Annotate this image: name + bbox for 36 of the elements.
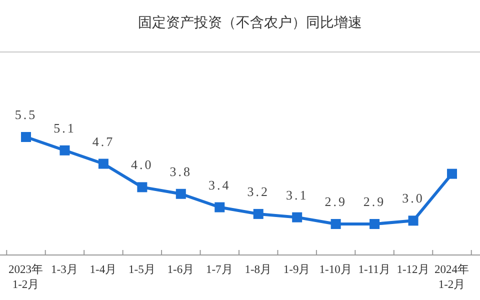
- data-label: 2.9: [324, 194, 347, 209]
- data-label: 3.4: [208, 177, 231, 192]
- point: [408, 216, 418, 226]
- data-label: 3.1: [286, 187, 308, 202]
- data-label: 2.9: [363, 194, 386, 209]
- data-label: 5.1: [54, 120, 76, 136]
- data-label: 4.0: [131, 157, 154, 172]
- point: [176, 188, 186, 199]
- x-tick-label: 1-6月: [167, 263, 195, 276]
- x-tick-label: 1-11月: [358, 263, 391, 276]
- x-tick-label: 1-12月: [396, 263, 430, 276]
- x-tick-label: 1-5月: [128, 263, 156, 276]
- data-label: 5.5: [14, 107, 38, 122]
- point: [253, 208, 264, 219]
- chart-title: 固定资产投资（不含农户）同比增速: [138, 15, 362, 31]
- x-tick-label: 1-4月: [90, 263, 118, 276]
- point: [447, 168, 457, 179]
- x-tick-label: 1-10月: [319, 263, 352, 276]
- point: [292, 212, 302, 222]
- point: [21, 132, 31, 142]
- data-label: 4.7: [92, 134, 115, 149]
- point: [98, 158, 108, 169]
- data-label: 3.8: [170, 164, 192, 179]
- x-tick-label: 1-8月: [244, 263, 272, 276]
- data-label: 3.0: [402, 190, 424, 206]
- x-tick-label: 1-7月: [206, 263, 234, 276]
- x-tick-label: 2023年 1-2月: [8, 263, 44, 291]
- point: [60, 145, 70, 156]
- point: [137, 182, 148, 192]
- point: [214, 202, 225, 212]
- point: [330, 219, 341, 229]
- point: [370, 219, 380, 229]
- data-label: 3.2: [247, 184, 270, 199]
- x-tick-label: 2024年 1-2月: [434, 263, 470, 291]
- x-tick-label: 1-9月: [283, 263, 311, 276]
- x-tick-label: 1-3月: [51, 263, 78, 276]
